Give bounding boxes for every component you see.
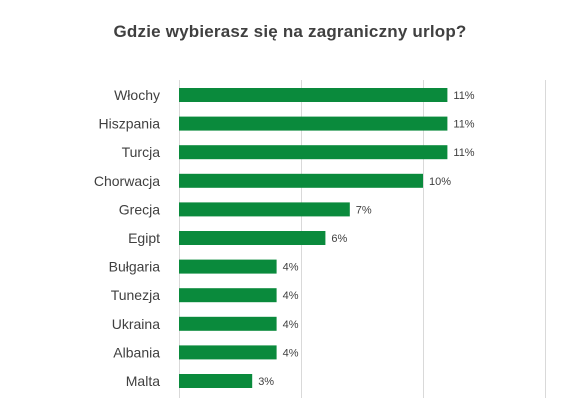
bar-9 (179, 345, 277, 360)
bar-1 (179, 116, 448, 131)
value-label-5: 6% (331, 233, 347, 245)
category-label-layer: Włochy Hiszpania Turcja Chorwacja Grecja Egip… (94, 87, 160, 389)
category-label-10: Malta (126, 373, 160, 389)
value-label-1: 11% (453, 119, 474, 131)
value-label-7: 4% (283, 290, 299, 302)
value-label-9: 4% (283, 347, 299, 359)
value-label-10: 3% (258, 376, 274, 388)
bar-2 (179, 145, 448, 160)
value-label-2: 11% (453, 147, 474, 159)
category-label-5: Egipt (128, 230, 160, 246)
bar-0 (179, 88, 448, 102)
bar-layer (179, 88, 448, 388)
category-label-3: Chorwacja (94, 173, 160, 189)
category-label-6: Bułgaria (109, 259, 161, 275)
category-label-2: Turcja (122, 144, 161, 160)
bar-6 (179, 259, 277, 274)
value-label-0: 11% (453, 90, 474, 102)
category-label-7: Tunezja (111, 287, 161, 303)
bar-5 (179, 231, 326, 245)
category-label-9: Albania (113, 344, 160, 360)
bar-4 (179, 202, 350, 217)
bar-10 (179, 374, 253, 388)
value-label-8: 4% (283, 319, 299, 331)
bar-3 (179, 173, 423, 188)
value-label-6: 4% (283, 262, 299, 274)
category-label-1: Hiszpania (99, 116, 161, 132)
category-label-8: Ukraina (112, 316, 160, 332)
value-label-3: 10% (429, 176, 451, 188)
bar-8 (179, 316, 277, 331)
value-label-4: 7% (356, 204, 372, 216)
bar-7 (179, 288, 277, 303)
category-label-4: Grecja (119, 201, 160, 217)
category-label-0: Włochy (114, 87, 160, 103)
value-label-layer: 11% 11% 11% 10% 7% 6% 4% 4% 4% 4% 3% (258, 90, 475, 388)
chart-title: Gdzie wybierasz się na zagraniczny urlop… (113, 22, 467, 41)
